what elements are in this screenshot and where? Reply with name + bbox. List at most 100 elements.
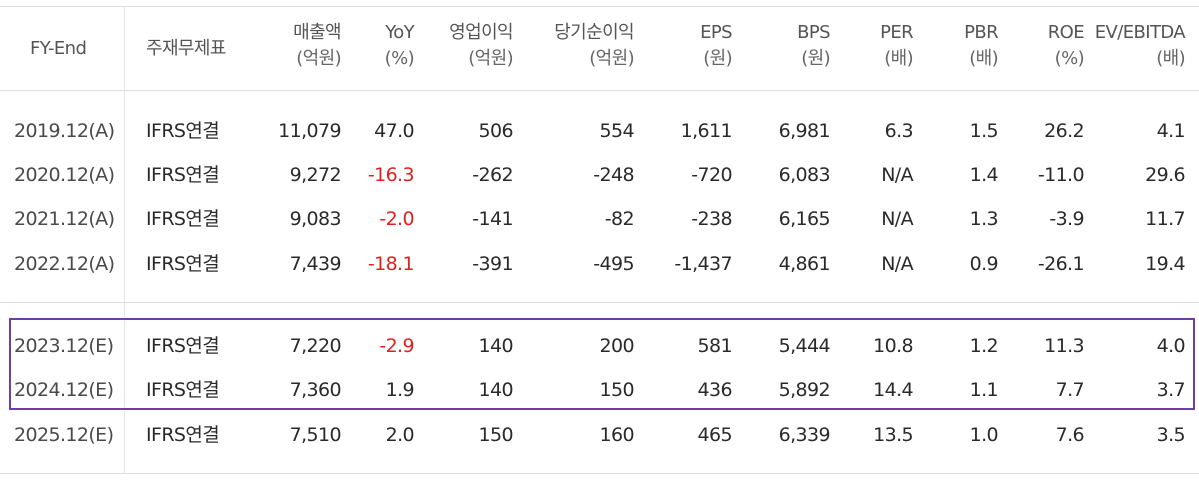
cell-per: 6.3	[884, 120, 914, 142]
header-sales-label: 매출액	[293, 22, 341, 43]
header-per-unit: (배)	[884, 48, 913, 69]
column-divider	[124, 6, 125, 474]
cell-roe: 7.7	[1055, 379, 1085, 401]
cell-ev: 3.5	[1156, 424, 1186, 446]
header-per: PER (배)	[773, 20, 914, 72]
header-fy-end: FY-End	[30, 38, 87, 59]
cell-op: 150	[478, 424, 514, 446]
header-net: 당기순이익 (억원)	[494, 20, 634, 72]
row-fy-end: 2025.12(E)	[14, 424, 114, 446]
cell-sales: 7,360	[289, 379, 342, 401]
header-per-label: PER	[880, 22, 914, 43]
header-yoy: YoY (%)	[274, 20, 415, 72]
cell-eps: 465	[697, 424, 733, 446]
section-divider	[0, 302, 1199, 303]
cell-pbr: 1.1	[969, 379, 999, 401]
cell-bps: 5,444	[778, 335, 831, 357]
cell-pbr: 1.3	[969, 208, 999, 230]
row-basis: IFRS연결	[146, 379, 220, 401]
cell-net: 554	[599, 120, 635, 142]
cell-roe: 11.3	[1044, 335, 1085, 357]
cell-per: N/A	[881, 208, 913, 230]
cell-op: -391	[472, 253, 513, 275]
cell-pbr: 1.4	[969, 164, 999, 186]
header-yoy-unit: (%)	[384, 48, 415, 69]
row-basis: IFRS연결	[146, 120, 220, 142]
header-eps: EPS (원)	[592, 20, 732, 72]
cell-op: 140	[478, 335, 514, 357]
cell-sales: 7,220	[289, 335, 342, 357]
cell-ev: 3.7	[1156, 379, 1186, 401]
cell-net: -82	[604, 208, 635, 230]
cell-yoy: 47.0	[374, 120, 415, 142]
cell-yoy: -2.9	[379, 335, 414, 357]
header-net-label: 당기순이익	[554, 22, 634, 43]
cell-bps: 6,083	[778, 164, 831, 186]
header-pbr-label: PBR	[964, 22, 999, 43]
cell-net: -248	[593, 164, 634, 186]
row-basis: IFRS연결	[146, 208, 220, 230]
header-roe-label: ROE	[1047, 22, 1085, 43]
cell-bps: 6,339	[778, 424, 831, 446]
cell-sales: 11,079	[278, 120, 341, 142]
header-basis: 주재무제표	[146, 38, 226, 59]
header-bps: BPS (원)	[690, 20, 830, 72]
cell-roe: 26.2	[1044, 120, 1085, 142]
header-op: 영업이익 (억원)	[373, 20, 513, 72]
header-bps-unit: (원)	[801, 48, 830, 69]
header-op-unit: (억원)	[468, 48, 513, 69]
cell-pbr: 1.2	[969, 335, 999, 357]
cell-yoy: 2.0	[385, 424, 415, 446]
header-eps-unit: (원)	[703, 48, 732, 69]
header-net-unit: (억원)	[589, 48, 634, 69]
cell-pbr: 0.9	[969, 253, 999, 275]
cell-per: N/A	[881, 253, 913, 275]
cell-bps: 5,892	[778, 379, 831, 401]
header-eps-label: EPS	[700, 22, 732, 43]
row-fy-end: 2023.12(E)	[14, 335, 114, 357]
row-fy-end: 2024.12(E)	[14, 379, 114, 401]
cell-sales: 9,272	[289, 164, 342, 186]
cell-eps: 1,611	[680, 120, 733, 142]
row-basis: IFRS연결	[146, 253, 220, 275]
cell-eps: 581	[697, 335, 733, 357]
header-roe-unit: (%)	[1054, 48, 1085, 69]
header-roe: ROE (%)	[944, 20, 1085, 72]
row-fy-end: 2022.12(A)	[14, 253, 115, 275]
cell-yoy: 1.9	[385, 379, 415, 401]
cell-per: 10.8	[873, 335, 914, 357]
cell-sales: 7,510	[289, 424, 342, 446]
cell-eps: -1,437	[674, 253, 732, 275]
cell-yoy: -16.3	[367, 164, 415, 186]
cell-op: 140	[478, 379, 514, 401]
header-yoy-label: YoY	[385, 22, 414, 43]
header-ev-unit: (배)	[1156, 48, 1185, 69]
cell-roe: -26.1	[1037, 253, 1085, 275]
header-pbr: PBR (배)	[858, 20, 999, 72]
cell-net: 200	[599, 335, 635, 357]
cell-sales: 9,083	[289, 208, 342, 230]
cell-roe: -3.9	[1049, 208, 1084, 230]
cell-bps: 6,165	[778, 208, 831, 230]
row-fy-end: 2021.12(A)	[14, 208, 115, 230]
cell-yoy: -2.0	[379, 208, 414, 230]
cell-net: -495	[593, 253, 634, 275]
header-ev-label: EV/EBITDA	[1094, 22, 1186, 43]
cell-per: N/A	[881, 164, 913, 186]
cell-roe: -11.0	[1037, 164, 1085, 186]
table-bottom-border	[0, 473, 1199, 474]
cell-per: 13.5	[873, 424, 914, 446]
row-basis: IFRS연결	[146, 335, 220, 357]
row-fy-end: 2019.12(A)	[14, 120, 115, 142]
row-basis: IFRS연결	[146, 164, 220, 186]
cell-pbr: 1.0	[969, 424, 999, 446]
cell-op: 506	[478, 120, 514, 142]
cell-sales: 7,439	[289, 253, 342, 275]
header-ev: EV/EBITDA (배)	[1045, 20, 1186, 72]
header-pbr-unit: (배)	[969, 48, 998, 69]
cell-op: -262	[472, 164, 513, 186]
cell-net: 160	[599, 424, 635, 446]
cell-roe: 7.6	[1055, 424, 1085, 446]
header-sales-unit: (억원)	[296, 48, 341, 69]
